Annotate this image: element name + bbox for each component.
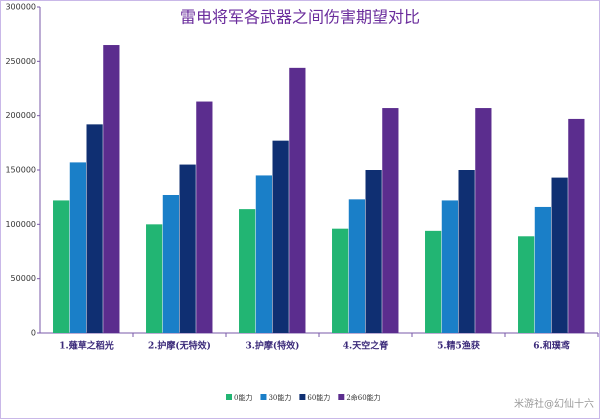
bar xyxy=(69,162,86,333)
x-tick-label: 1.薙草之稻光 xyxy=(59,340,113,352)
bar xyxy=(103,45,120,334)
bar xyxy=(441,200,458,333)
bar xyxy=(458,170,475,333)
legend-label: 0能力 xyxy=(234,393,252,402)
bar xyxy=(332,228,349,333)
chart-title: 雷电将军各武器之间伤害期望对比 xyxy=(180,8,420,27)
x-tick-label: 4.天空之脊 xyxy=(343,340,389,352)
bar xyxy=(568,118,585,333)
bar xyxy=(255,175,272,333)
legend-swatch xyxy=(338,394,345,400)
x-tick-label: 3.护摩(特效) xyxy=(246,340,300,352)
bar xyxy=(162,194,179,333)
x-tick-label: 6.和璞鸢 xyxy=(533,340,569,352)
bar xyxy=(551,177,568,333)
bar xyxy=(53,200,70,333)
x-tick-label: 5.精5渔获 xyxy=(437,340,480,352)
bar xyxy=(475,108,492,333)
bar xyxy=(425,230,442,333)
y-tick-label: 200000 xyxy=(5,111,36,120)
x-tick-label: 2.护摩(无特效) xyxy=(148,340,211,352)
bar xyxy=(382,108,399,333)
y-tick-label: 150000 xyxy=(5,166,36,175)
y-tick-label: 250000 xyxy=(5,57,36,66)
bar xyxy=(146,224,163,333)
y-tick-label: 300000 xyxy=(5,3,36,12)
bar xyxy=(348,199,365,333)
legend-swatch xyxy=(260,394,267,400)
bar xyxy=(518,236,535,333)
bar xyxy=(289,67,306,333)
legend-swatch xyxy=(299,394,306,400)
bar xyxy=(534,206,551,333)
bar xyxy=(86,124,103,333)
bar xyxy=(179,164,196,333)
legend-label: 2命60能力 xyxy=(346,393,380,402)
legend-swatch xyxy=(226,394,232,400)
bar xyxy=(239,209,256,333)
legend-label: 30能力 xyxy=(268,393,291,402)
legend-label: 60能力 xyxy=(307,393,330,402)
y-tick-label: 0 xyxy=(31,329,36,338)
bar xyxy=(365,170,382,333)
y-tick-label: 100000 xyxy=(5,220,36,229)
watermark: 米游社@幻仙十六 xyxy=(514,397,594,410)
bar xyxy=(196,101,213,333)
bar xyxy=(272,140,289,333)
y-tick-label: 50000 xyxy=(11,274,36,283)
